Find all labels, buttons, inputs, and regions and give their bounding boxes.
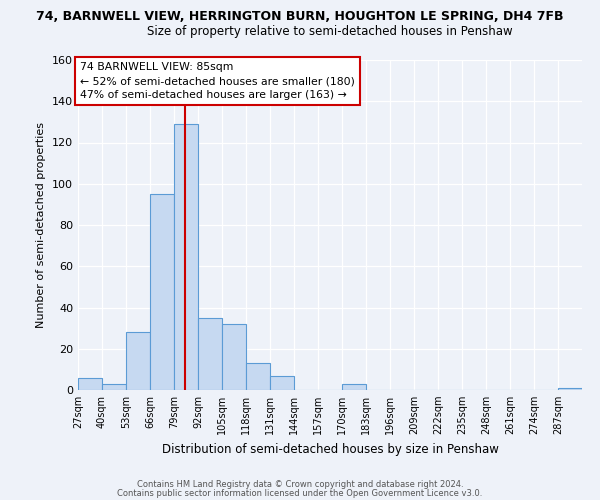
Bar: [126, 332, 150, 390]
Bar: [270, 376, 294, 390]
Text: 74, BARNWELL VIEW, HERRINGTON BURN, HOUGHTON LE SPRING, DH4 7FB: 74, BARNWELL VIEW, HERRINGTON BURN, HOUG…: [36, 10, 564, 23]
Bar: [102, 384, 126, 390]
Bar: [78, 378, 102, 390]
Bar: [198, 318, 222, 390]
Bar: [342, 384, 366, 390]
Y-axis label: Number of semi-detached properties: Number of semi-detached properties: [37, 122, 46, 328]
Text: Contains HM Land Registry data © Crown copyright and database right 2024.: Contains HM Land Registry data © Crown c…: [137, 480, 463, 489]
Bar: [246, 363, 270, 390]
Title: Size of property relative to semi-detached houses in Penshaw: Size of property relative to semi-detach…: [147, 25, 513, 38]
Bar: [558, 388, 582, 390]
Text: Contains public sector information licensed under the Open Government Licence v3: Contains public sector information licen…: [118, 489, 482, 498]
Text: 74 BARNWELL VIEW: 85sqm
← 52% of semi-detached houses are smaller (180)
47% of s: 74 BARNWELL VIEW: 85sqm ← 52% of semi-de…: [80, 62, 355, 100]
Bar: [150, 194, 174, 390]
Bar: [174, 124, 198, 390]
X-axis label: Distribution of semi-detached houses by size in Penshaw: Distribution of semi-detached houses by …: [161, 442, 499, 456]
Bar: [222, 324, 246, 390]
